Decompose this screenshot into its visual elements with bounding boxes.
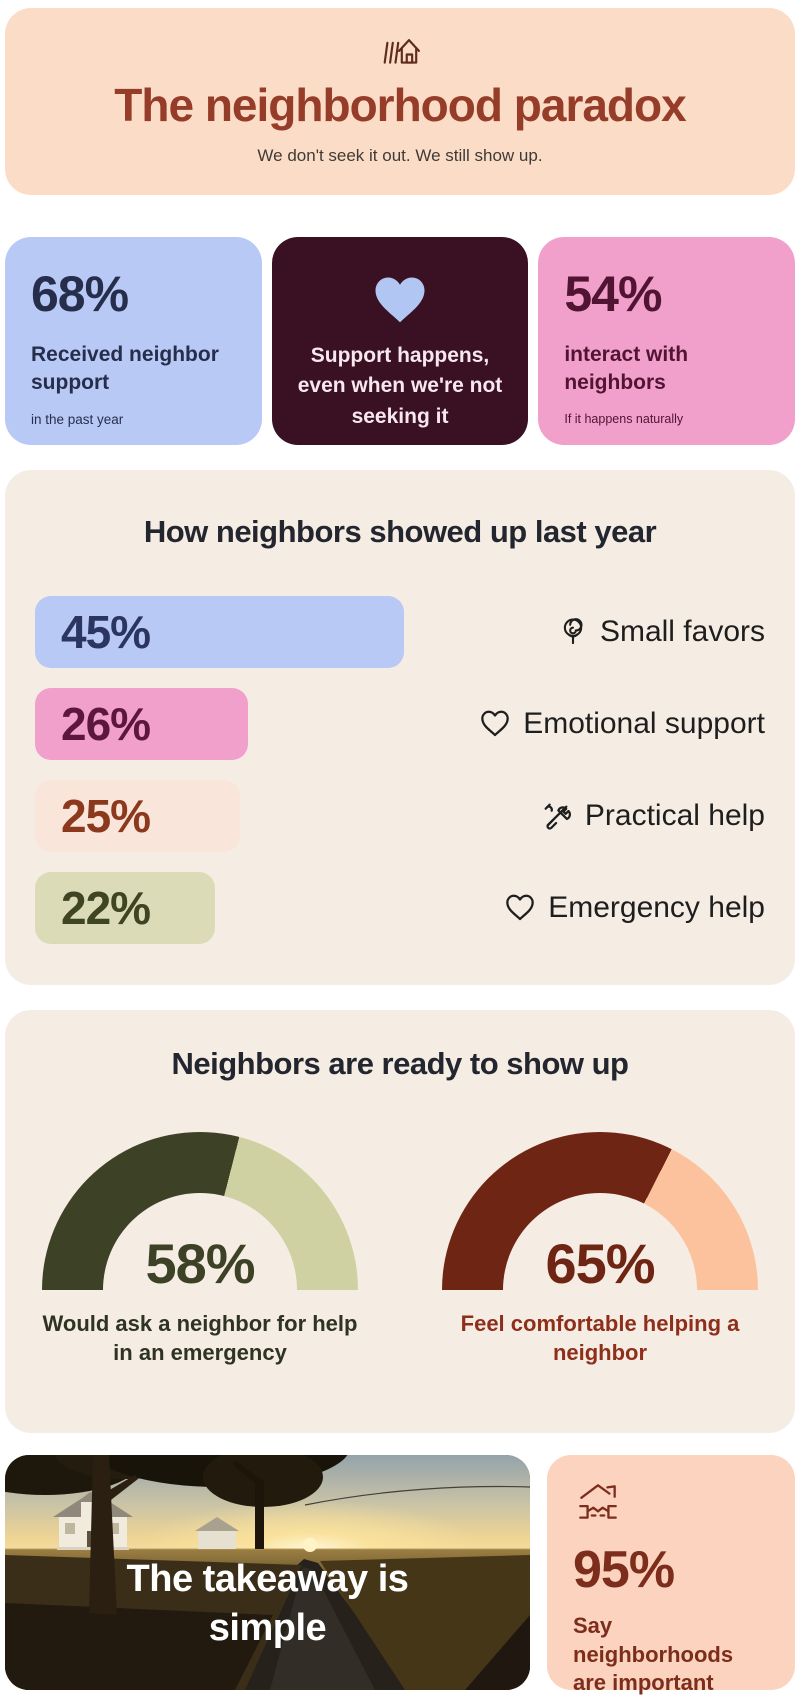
gauge-caption: Feel comfortable helping a neighbor [460,1311,740,1365]
bar-row-emotional-support: 26% Emotional support [35,688,765,760]
stat-label: interact with neighbors [564,343,689,395]
bar: 22% [35,872,215,944]
bar-label: Practical help [584,799,765,832]
takeaway-title: The takeaway is simple [126,1558,409,1650]
header-card: The neighborhood paradox We don't seek i… [5,8,795,195]
heart-icon [372,273,428,325]
gauge-section-title: Neighbors are ready to show up [171,1046,629,1081]
barn [195,1517,239,1549]
stat-note: If it happens naturally [564,411,684,426]
gauge-caption: Would ask a neighbor for help in an emer… [42,1311,358,1365]
heart-outline-icon [479,708,511,740]
stat-label: Received neighbor support [31,343,219,395]
bar: 25% [35,780,240,852]
bar-row-small-favors: 45% Small favors [35,596,765,668]
bar-value: 45% [61,606,151,658]
gauge-comfortable-helping: 65% Feel comfortable helping a neighbor [435,1132,765,1367]
takeaway-photo-card: The takeaway is simple [5,1455,530,1690]
bar-row-emergency-help: 22% Emergency help [35,872,765,944]
bar-label: Emotional support [523,707,765,740]
gauge-value: 58% [145,1232,255,1295]
bar-label: Emergency help [548,891,765,924]
page-title: The neighborhood paradox [114,79,686,131]
bar-value: 26% [61,698,151,750]
stat-card-support-message: Support happens, even when we're not see… [271,237,529,445]
highlight-value: 95% [573,1541,675,1599]
tools-icon [541,800,573,832]
stat-note: in the past year [31,411,124,427]
stat-card-received-support: 68% Received neighbor support in the pas… [5,237,262,445]
rose-icon [558,616,588,648]
gauge-value: 65% [545,1232,655,1295]
stat-cards-row: 68% Received neighbor support in the pas… [5,237,796,445]
highlight-card-neighborhoods: 95% Say neighborhoods are important [547,1455,795,1695]
bar-chart-title: How neighbors showed up last year [143,514,657,549]
stat-value: 68% [31,266,129,322]
farm-sunset-photo [5,1455,530,1690]
bar-row-practical-help: 25% Practical help [35,780,765,852]
bar-chart: 45% Small favors 26% [35,596,765,944]
half-donut-gauge: 65% [442,1132,758,1295]
half-donut-gauge: 58% [42,1132,358,1295]
stat-message: Support happens, even when we're not see… [297,344,503,428]
gauge-emergency-ask: 58% Would ask a neighbor for help in an … [35,1132,365,1367]
house-lines-icon [376,32,424,68]
bar-value: 22% [61,882,151,934]
bar-chart-section: How neighbors showed up last year 45% [5,470,795,985]
heart-outline-icon [504,892,536,924]
bar: 45% [35,596,404,668]
bar-value: 25% [61,790,151,842]
stat-card-interact: 54% interact with neighbors If it happen… [538,237,796,445]
stat-value: 54% [564,266,662,322]
bar: 26% [35,688,248,760]
gauge-section: Neighbors are ready to show up 58% Would… [5,1010,795,1433]
bar-label: Small favors [599,615,765,648]
highlight-label: Say neighborhoods are important [573,1613,734,1696]
house-handshake-icon [573,1484,623,1531]
page-subtitle: We don't seek it out. We still show up. [257,146,543,165]
bottom-row: The takeaway is simple 95% Say neighborh… [5,1455,795,1695]
